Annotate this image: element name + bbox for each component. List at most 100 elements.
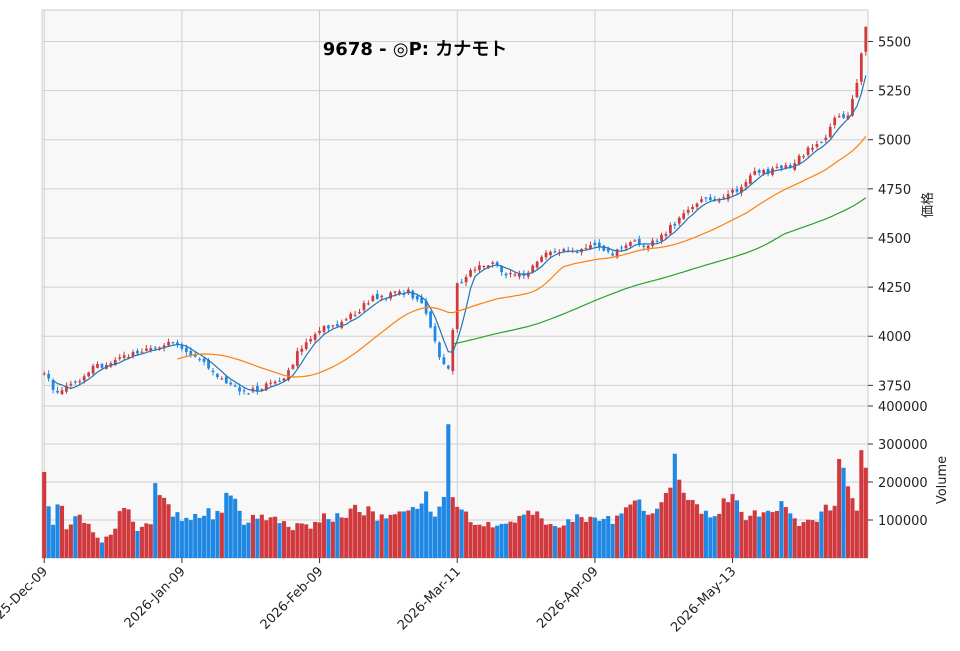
candle-body xyxy=(375,293,379,300)
candle-body xyxy=(429,311,432,328)
candle-body xyxy=(433,326,437,342)
candle-body xyxy=(380,295,384,298)
candle-body xyxy=(189,350,193,356)
volume-bar xyxy=(566,519,571,558)
candle-body xyxy=(740,187,743,193)
candle-body xyxy=(775,166,779,168)
volume-bar xyxy=(317,522,322,558)
candle-body xyxy=(42,373,46,375)
candle-body xyxy=(451,330,455,371)
candle-body xyxy=(273,381,277,384)
volume-bar xyxy=(428,511,433,558)
volume-panel: 100000 200000 300000 400000 xyxy=(41,400,928,559)
volume-bar xyxy=(82,522,87,558)
candle-body xyxy=(100,363,104,368)
volume-bar xyxy=(837,458,842,558)
candle-body xyxy=(304,342,308,349)
candle-body xyxy=(553,251,557,253)
candle-body xyxy=(646,245,650,249)
candle-body xyxy=(753,171,757,175)
volume-bar xyxy=(739,511,744,558)
volume-bar xyxy=(441,496,446,558)
volume-bar xyxy=(499,523,504,558)
candle-body xyxy=(540,256,543,262)
price-tick-label: 5000 xyxy=(878,134,911,149)
candle-body xyxy=(420,297,424,304)
candle-body xyxy=(87,372,91,377)
candle-body xyxy=(669,224,672,234)
candle-body xyxy=(597,242,601,248)
candle-body xyxy=(469,270,472,277)
candle-body xyxy=(549,251,552,256)
volume-bar xyxy=(686,499,691,558)
volume-bar xyxy=(379,514,384,558)
candle-body xyxy=(171,342,175,344)
candle-body xyxy=(482,265,486,267)
candle-body xyxy=(682,213,686,219)
volume-bar xyxy=(393,514,398,558)
candle-body xyxy=(51,379,55,390)
volume-bar xyxy=(677,479,682,558)
candle-body xyxy=(256,386,259,392)
candle-body xyxy=(371,296,375,302)
volume-bar xyxy=(277,523,282,558)
volume-bar xyxy=(401,511,406,558)
volume-bar xyxy=(797,526,802,558)
volume-bar xyxy=(139,526,144,558)
candle-body xyxy=(233,385,237,387)
candle-body xyxy=(216,373,219,378)
volume-bar xyxy=(743,520,748,558)
candle-body xyxy=(344,319,348,321)
candle-body xyxy=(700,199,703,202)
candle-body xyxy=(331,325,335,327)
volume-bar xyxy=(668,487,673,558)
volume-bar xyxy=(295,523,300,558)
volume-tick-label: 400000 xyxy=(878,400,928,415)
candle-body xyxy=(322,325,326,332)
volume-bar xyxy=(397,511,402,558)
candle-body xyxy=(393,291,397,293)
volume-bar xyxy=(561,525,566,558)
volume-bar xyxy=(535,511,540,558)
volume-bar xyxy=(766,510,771,558)
volume-bar xyxy=(601,518,606,558)
volume-bar xyxy=(255,518,260,558)
volume-bar xyxy=(51,524,56,558)
price-tick-label: 5250 xyxy=(878,85,911,100)
candle-body xyxy=(211,370,215,373)
volume-bar xyxy=(690,500,695,558)
volume-bar xyxy=(801,522,806,558)
candle-body xyxy=(526,272,530,277)
candle-body xyxy=(589,245,592,249)
volume-bar xyxy=(552,525,557,558)
volume-bar xyxy=(859,450,864,558)
volume-tick-label: 200000 xyxy=(878,476,928,491)
volume-bar xyxy=(637,499,642,558)
volume-bar xyxy=(308,528,313,558)
candle-body xyxy=(757,169,761,173)
volume-bar xyxy=(313,521,318,558)
candle-body xyxy=(327,325,330,329)
candle-body xyxy=(748,175,752,184)
candle-body xyxy=(362,303,366,310)
candle-body xyxy=(655,240,659,242)
candle-body xyxy=(184,347,188,352)
candle-body xyxy=(620,247,623,249)
candle-body xyxy=(686,209,690,213)
volume-bar xyxy=(268,517,273,558)
candle-body xyxy=(544,252,548,258)
volume-bar xyxy=(73,516,78,558)
volume-axis-label: Volume xyxy=(935,456,950,504)
candle-body xyxy=(833,117,837,126)
volume-bar xyxy=(623,507,629,558)
volume-tick-label: 300000 xyxy=(878,438,928,453)
volume-bar xyxy=(512,522,517,558)
candle-body xyxy=(136,350,139,354)
volume-bar xyxy=(495,525,500,558)
volume-bar xyxy=(108,534,113,558)
volume-bar xyxy=(99,542,104,558)
volume-bar xyxy=(819,511,824,558)
candle-body xyxy=(731,189,734,193)
volume-bar xyxy=(832,505,837,558)
volume-bar xyxy=(455,506,460,558)
